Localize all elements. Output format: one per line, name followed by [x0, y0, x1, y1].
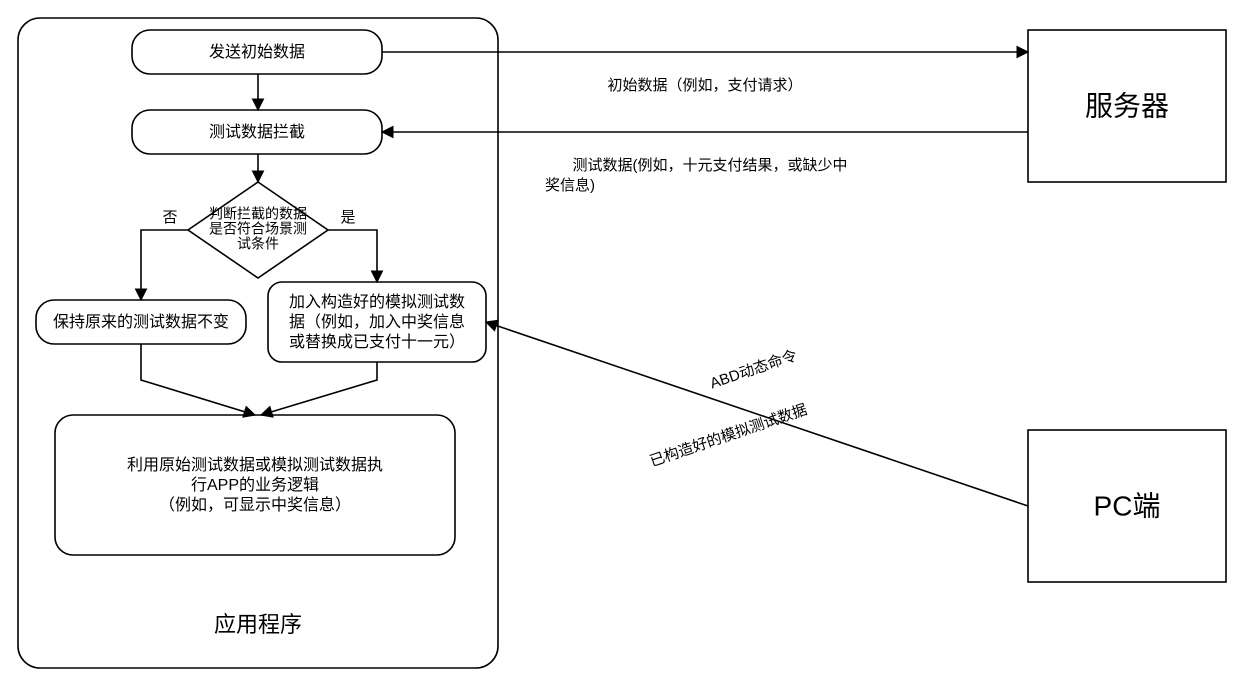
edge-send-to-server-label: 初始数据（例如，支付请求）: [607, 77, 802, 94]
edge-server-to-intercept-label-1: 测试数据(例如，十元支付结果，或缺少中: [573, 157, 848, 174]
node-server-label: 服务器: [1085, 90, 1169, 121]
branch-no-label: 否: [162, 209, 177, 226]
node-keep-label: 保持原来的测试数据不变: [53, 313, 229, 331]
app-container-label: 应用程序: [214, 612, 302, 637]
node-inject-line-2: 或替换成已支付十一元）: [289, 333, 465, 351]
node-pc-label: PC端: [1094, 490, 1161, 521]
branch-yes-label: 是: [340, 209, 355, 226]
node-exec-line-1: 行APP的业务逻辑: [191, 476, 319, 494]
edge-server-to-intercept-label-2: 奖信息): [545, 177, 595, 194]
node-decision-line-2: 试条件: [237, 236, 279, 252]
edge-keep-to-exec: [141, 344, 255, 415]
node-exec-line-0: 利用原始测试数据或模拟测试数据执: [127, 456, 383, 474]
edge-pc-to-inject-label-top: ABD动态命令: [707, 346, 799, 392]
node-intercept-label: 测试数据拦截: [209, 123, 305, 141]
edge-inject-to-exec: [261, 362, 377, 415]
node-decision-line-0: 判断拦截的数据: [209, 206, 307, 222]
flowchart-diagram: 应用程序 发送初始数据测试数据拦截判断拦截的数据是否符合场景测试条件保持原来的测试…: [0, 0, 1240, 682]
edge-decision-to-keep: [141, 230, 188, 300]
edge-pc-to-inject-label-bot: 已构造好的模拟测试数据: [648, 401, 810, 470]
edge-decision-to-inject: [328, 230, 377, 282]
node-decision-line-1: 是否符合场景测: [209, 221, 307, 237]
node-inject-line-1: 据（例如，加入中奖信息: [289, 313, 465, 331]
node-inject-line-0: 加入构造好的模拟测试数: [289, 293, 465, 311]
node-send-label: 发送初始数据: [209, 43, 305, 61]
edge-pc-to-inject: [486, 322, 1028, 506]
node-exec-line-2: （例如，可显示中奖信息）: [159, 496, 351, 514]
